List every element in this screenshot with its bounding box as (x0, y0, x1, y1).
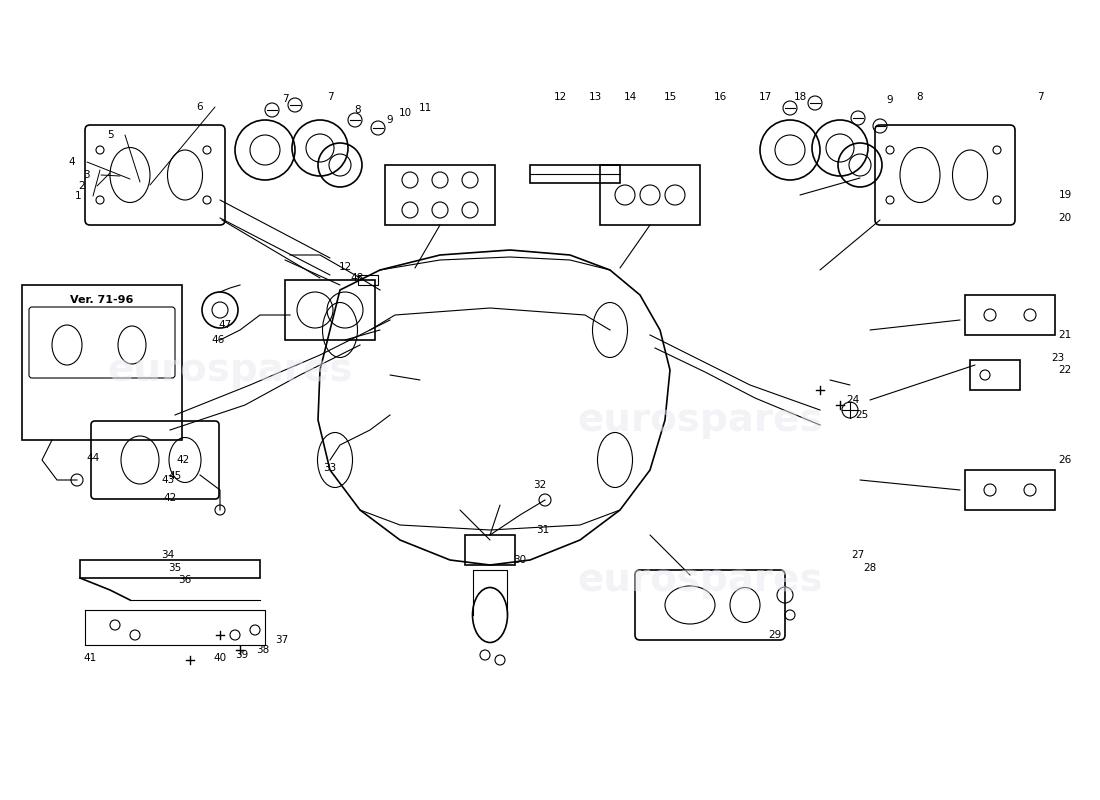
Text: 25: 25 (856, 410, 869, 420)
Text: 42: 42 (176, 455, 189, 465)
Text: 7: 7 (282, 94, 288, 104)
Text: 36: 36 (178, 575, 191, 585)
Text: 3: 3 (82, 170, 89, 180)
Text: 12: 12 (553, 92, 566, 102)
Text: 34: 34 (162, 550, 175, 560)
Bar (358, 275, 378, 285)
Text: 6: 6 (197, 102, 204, 112)
Text: 15: 15 (663, 92, 676, 102)
Text: 47: 47 (219, 320, 232, 330)
Text: 16: 16 (714, 92, 727, 102)
Text: 7: 7 (327, 92, 333, 102)
Text: 23: 23 (1052, 353, 1065, 363)
Text: 48: 48 (351, 273, 364, 283)
Text: Ver. 71-96: Ver. 71-96 (70, 295, 134, 305)
Text: 4: 4 (68, 157, 75, 167)
Text: 19: 19 (1058, 190, 1071, 200)
Text: 30: 30 (514, 555, 527, 565)
Text: 14: 14 (624, 92, 637, 102)
Text: 5: 5 (107, 130, 113, 140)
Text: 1: 1 (75, 191, 81, 201)
Text: 44: 44 (87, 453, 100, 463)
Text: 24: 24 (846, 395, 859, 405)
Text: 8: 8 (916, 92, 923, 102)
Text: 43: 43 (162, 475, 175, 485)
Text: 39: 39 (235, 650, 249, 660)
Bar (530, 165, 620, 183)
Text: 12: 12 (339, 262, 352, 272)
Text: 29: 29 (769, 630, 782, 640)
Text: 18: 18 (793, 92, 806, 102)
Bar (600, 165, 700, 225)
Text: 38: 38 (256, 645, 270, 655)
Text: 32: 32 (534, 480, 547, 490)
Bar (965, 295, 1055, 335)
Text: 41: 41 (84, 653, 97, 663)
Text: 45: 45 (168, 471, 182, 481)
Text: 28: 28 (864, 563, 877, 573)
Text: eurospares: eurospares (578, 401, 823, 439)
Bar (80, 560, 260, 578)
Bar (965, 470, 1055, 510)
Text: 27: 27 (851, 550, 865, 560)
Text: 20: 20 (1058, 213, 1071, 223)
Text: 2: 2 (79, 181, 86, 191)
Text: 26: 26 (1058, 455, 1071, 465)
Text: 7: 7 (1036, 92, 1043, 102)
Text: 21: 21 (1058, 330, 1071, 340)
Text: eurospares: eurospares (578, 561, 823, 599)
Bar (970, 360, 1020, 390)
Text: 42: 42 (164, 493, 177, 503)
Text: 13: 13 (588, 92, 602, 102)
Text: 33: 33 (323, 463, 337, 473)
Bar (465, 535, 515, 565)
Text: 11: 11 (418, 103, 431, 113)
Bar (285, 280, 375, 340)
Text: eurospares: eurospares (108, 351, 353, 389)
Text: 22: 22 (1058, 365, 1071, 375)
Text: 8: 8 (354, 105, 361, 115)
Bar (22, 285, 182, 440)
Text: 17: 17 (758, 92, 771, 102)
Text: 46: 46 (211, 335, 224, 345)
Text: 9: 9 (887, 95, 893, 105)
Text: 9: 9 (387, 115, 394, 125)
Text: 37: 37 (275, 635, 288, 645)
Text: 10: 10 (398, 108, 411, 118)
Text: 31: 31 (537, 525, 550, 535)
Text: 35: 35 (168, 563, 182, 573)
Text: 40: 40 (213, 653, 227, 663)
Bar (385, 165, 495, 225)
